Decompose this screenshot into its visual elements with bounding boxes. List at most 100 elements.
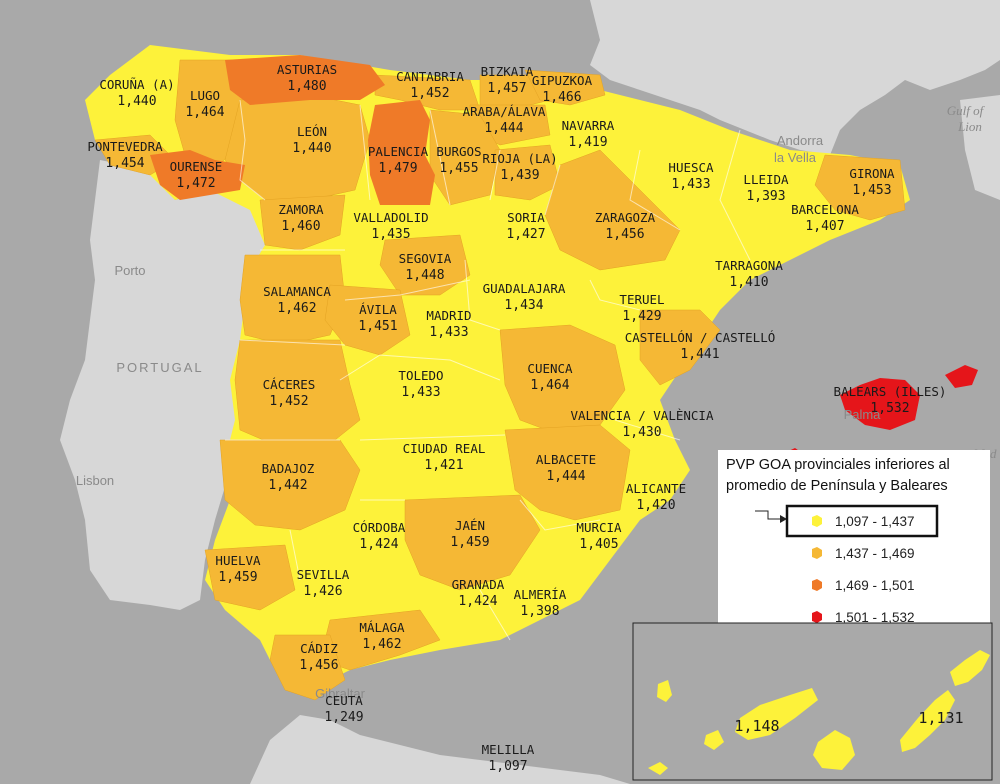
- province-name: ALICANTE: [626, 481, 686, 496]
- province-name: TERUEL: [619, 292, 664, 307]
- province-47: CEUTA 1,249: [324, 693, 363, 725]
- legend-item: 1,469 - 1,501: [812, 578, 915, 593]
- province-value: 1,456: [605, 227, 644, 242]
- legend-item: 1,501 - 1,532: [812, 610, 915, 625]
- province-14: HUESCA 1,433: [668, 160, 714, 192]
- province-46: CÁDIZ 1,456: [299, 641, 338, 673]
- province-18: ZAMORA 1,460: [278, 202, 324, 234]
- province-17: BARCELONA 1,407: [791, 202, 859, 234]
- province-name: ZAMORA: [278, 202, 324, 217]
- province-value: 1,459: [218, 570, 257, 585]
- province-value: 1,429: [622, 309, 661, 324]
- legend-background: [718, 450, 990, 638]
- label-portugal: PORTUGAL: [116, 360, 203, 375]
- province-33: VALENCIA / VALÈNCIA 1,430: [571, 408, 714, 440]
- province-9: OURENSE 1,472: [170, 159, 223, 191]
- province-value: 1,249: [324, 710, 363, 725]
- province-value: 1,421: [424, 458, 463, 473]
- province-28: TERUEL 1,429: [619, 292, 664, 324]
- province-name: ÁVILA: [359, 302, 397, 317]
- province-name: GUADALAJARA: [483, 281, 566, 296]
- province-name: PONTEVEDRA: [87, 139, 163, 154]
- province-8: PONTEVEDRA 1,454: [87, 139, 163, 171]
- label-palma: Palma: [844, 407, 882, 422]
- province-name: SALAMANCA: [263, 284, 331, 299]
- label-andorra: Andorra: [777, 133, 824, 148]
- province-13: RIOJA (LA) 1,439: [482, 151, 557, 183]
- legend-item: 1,437 - 1,469: [812, 546, 915, 561]
- province-23: TARRAGONA 1,410: [715, 258, 783, 290]
- canary-west-value: 1,148: [734, 717, 779, 735]
- province-name: HUELVA: [215, 553, 261, 568]
- province-name: GIPUZKOA: [532, 73, 593, 88]
- province-name: BIZKAIA: [481, 64, 534, 79]
- province-value: 1,426: [303, 584, 342, 599]
- africa-land: [250, 715, 630, 784]
- province-value: 1,454: [105, 156, 144, 171]
- province-name: MURCIA: [576, 520, 622, 535]
- province-value: 1,455: [439, 161, 478, 176]
- province-7: NAVARRA 1,419: [562, 118, 615, 150]
- canary-islands: [648, 650, 990, 775]
- province-name: LUGO: [190, 88, 220, 103]
- legend-item: 1,097 - 1,437: [812, 514, 915, 529]
- province-12: BURGOS 1,455: [436, 144, 481, 176]
- province-34: BADAJOZ 1,442: [262, 461, 315, 493]
- province-value: 1,452: [269, 394, 308, 409]
- province-name: SORIA: [507, 210, 545, 225]
- province-value: 1,466: [542, 90, 581, 105]
- label-andorra-city: la Vella: [774, 150, 817, 165]
- legend-arrow-head: [780, 515, 787, 523]
- province-name: JAÉN: [455, 518, 485, 533]
- province-22: SEGOVIA 1,448: [399, 251, 452, 283]
- province-value: 1,433: [401, 385, 440, 400]
- province-value: 1,459: [450, 535, 489, 550]
- island-la-gomera: [704, 730, 724, 750]
- legend-arrow: [755, 510, 780, 520]
- province-borders: [225, 99, 751, 641]
- province-value: 1,480: [287, 79, 326, 94]
- province-value: 1,453: [852, 183, 891, 198]
- corsica-land: [960, 95, 1000, 200]
- province-name: OURENSE: [170, 159, 223, 174]
- province-21: ZARAGOZA 1,456: [595, 210, 656, 242]
- province-43: GRANADA 1,424: [452, 577, 505, 609]
- legend-label: 1,097 - 1,437: [835, 514, 915, 529]
- province-name: RIOJA (LA): [482, 151, 557, 166]
- province-value: 1,097: [488, 759, 527, 774]
- province-value: 1,420: [636, 498, 675, 513]
- province-name: LEÓN: [297, 124, 327, 139]
- province-45: MÁLAGA 1,462: [359, 620, 405, 652]
- province-value: 1,444: [546, 469, 585, 484]
- province-name: VALENCIA / VALÈNCIA: [571, 408, 714, 423]
- province-27: GUADALAJARA 1,434: [483, 281, 566, 313]
- dark-orange-regions: [150, 55, 435, 205]
- province-value: 1,427: [506, 227, 545, 242]
- province-name: CORUÑA (A): [99, 77, 174, 92]
- province-name: SEGOVIA: [399, 251, 452, 266]
- province-value: 1,451: [358, 319, 397, 334]
- province-35: CIUDAD REAL 1,421: [403, 441, 486, 473]
- portugal-land: [60, 160, 270, 610]
- province-1: LUGO 1,464: [185, 88, 224, 120]
- legend-title-line1: PVP GOA provinciales inferiores al: [726, 457, 950, 473]
- province-16: GIRONA 1,453: [849, 166, 895, 198]
- province-value: 1,460: [281, 219, 320, 234]
- province-value: 1,456: [299, 658, 338, 673]
- province-value: 1,440: [117, 94, 156, 109]
- province-value: 1,441: [680, 347, 719, 362]
- province-name: LLEIDA: [743, 172, 789, 187]
- island-la-palma: [657, 680, 672, 702]
- canary-east-value: 1,131: [918, 709, 963, 727]
- province-value: 1,479: [378, 161, 417, 176]
- province-value: 1,424: [458, 594, 497, 609]
- france-land: [590, 0, 1000, 155]
- province-value: 1,393: [746, 189, 785, 204]
- province-value: 1,439: [500, 168, 539, 183]
- province-name: MADRID: [426, 308, 471, 323]
- province-name: CEUTA: [325, 693, 363, 708]
- province-value: 1,433: [429, 325, 468, 340]
- province-0: CORUÑA (A) 1,440: [99, 77, 174, 109]
- province-name: NAVARRA: [562, 118, 615, 133]
